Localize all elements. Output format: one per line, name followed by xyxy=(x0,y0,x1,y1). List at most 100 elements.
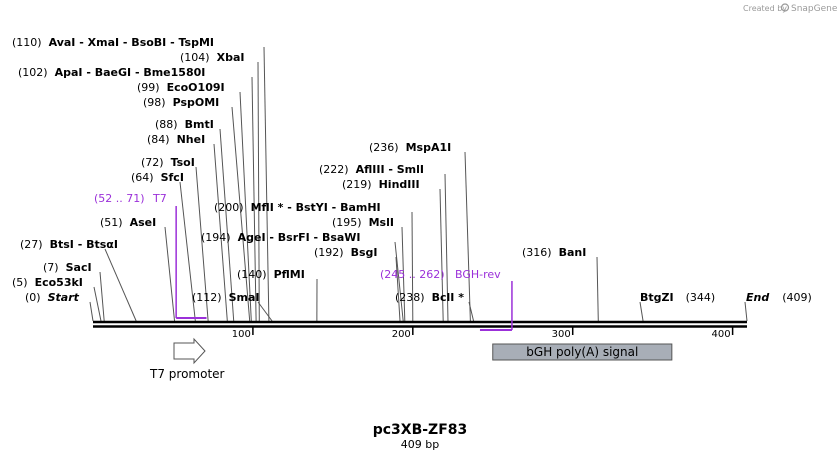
site-pos: (194) xyxy=(201,231,231,244)
site-name: SfcI xyxy=(161,171,184,184)
site-name: BmtI xyxy=(185,118,214,131)
site-pos: (99) xyxy=(137,81,160,94)
site-hindiii[interactable]: (219) HindIII xyxy=(342,178,420,191)
site-eco53ki[interactable]: (5) Eco53kI xyxy=(12,276,83,289)
leader-btgzi xyxy=(639,301,644,322)
bgh-polya-box xyxy=(492,343,673,361)
primer-t7-range: (52 .. 71) xyxy=(94,192,145,205)
feature-t7-promoter-label: T7 promoter xyxy=(149,367,225,381)
leader-ava-xma-bso-tsp xyxy=(263,46,270,322)
dna-backbone xyxy=(93,320,747,328)
credit-text: Created by xyxy=(743,4,787,13)
leader-xbai xyxy=(257,61,260,322)
site-bsgi[interactable]: (192) BsgI xyxy=(314,246,378,259)
site-pos: (84) xyxy=(147,133,170,146)
site-name: AflIII - SmlI xyxy=(356,163,424,176)
site-name: PspOMI xyxy=(173,96,220,109)
site-eco0109i[interactable]: (99) EcoO109I xyxy=(137,81,225,94)
leader-eco0109i xyxy=(239,91,252,322)
site-pos: (110) xyxy=(12,36,42,49)
ruler-tick-label: 300 xyxy=(552,329,571,340)
site-pos: (238) xyxy=(395,291,425,304)
primer-t7-label: T7 xyxy=(152,192,167,205)
site-pflmi[interactable]: (140) PflMI xyxy=(237,268,305,281)
site-pos: (219) xyxy=(342,178,372,191)
leader-asei xyxy=(164,226,176,322)
site-apa-baegi-bme[interactable]: (102) ApaI - BaeGI - Bme1580I xyxy=(18,66,205,79)
site-ava-xma-bso-tsp[interactable]: (110) AvaI - XmaI - BsoBI - TspMI xyxy=(12,36,214,49)
site-bcli[interactable]: (238) BclI * xyxy=(395,291,464,304)
brand-text: SnapGene xyxy=(791,4,838,14)
site-end[interactable]: End (409) xyxy=(746,291,812,304)
primer-bgh-rev-range: (245 .. 262) xyxy=(380,268,445,281)
site-mfli-bstyi-bamhi[interactable]: (200) MflI * - BstYI - BamHI xyxy=(214,201,381,214)
leader-mspa1i xyxy=(464,151,471,322)
site-bmti[interactable]: (88) BmtI xyxy=(155,118,214,131)
map-title: pc3XB-ZF83 xyxy=(373,422,468,438)
site-name: ApaI - BaeGI - Bme1580I xyxy=(55,66,206,79)
site-pos: (316) xyxy=(522,246,552,259)
site-name: BtgZI xyxy=(640,291,674,304)
site-name: XbaI xyxy=(217,51,245,64)
leader-end xyxy=(744,301,748,322)
site-saci[interactable]: (7) SacI xyxy=(43,261,92,274)
site-pspomi[interactable]: (98) PspOMI xyxy=(143,96,219,109)
site-name: Start xyxy=(48,291,80,304)
site-pos: (51) xyxy=(100,216,123,229)
leader-smai xyxy=(257,301,273,322)
leader-bmti xyxy=(219,128,235,322)
site-pos: (112) xyxy=(192,291,222,304)
primer-bgh-rev[interactable]: (245 .. 262) BGH-rev xyxy=(380,268,513,331)
site-sfci[interactable]: (64) SfcI xyxy=(131,171,184,184)
site-pos: (222) xyxy=(319,163,349,176)
feature-bgh-polya[interactable]: bGH poly(A) signal xyxy=(492,343,673,361)
leader-eco53ki xyxy=(93,286,102,322)
site-pos: (409) xyxy=(782,291,812,304)
site-btsi-btsgi[interactable]: (27) BtsI - BtsαI xyxy=(20,238,118,251)
site-pos: (200) xyxy=(214,201,244,214)
ruler-tick-label: 100 xyxy=(232,329,251,340)
site-name: AgeI - BsrFI - BsaWI xyxy=(238,231,361,244)
site-smai[interactable]: (112) SmaI xyxy=(192,291,260,304)
leader-apa-baegi-bme xyxy=(251,76,257,322)
site-pos: (27) xyxy=(20,238,43,251)
site-mspa1i[interactable]: (236) MspA1I xyxy=(369,141,451,154)
site-leader-lines xyxy=(89,46,748,322)
leader-sfci xyxy=(179,181,196,322)
snapgene-logo-icon xyxy=(780,3,790,12)
site-pos: (88) xyxy=(155,118,178,131)
site-pos: (344) xyxy=(686,291,716,304)
ruler-tick-label: 200 xyxy=(392,329,411,340)
site-pos: (236) xyxy=(369,141,399,154)
site-bani[interactable]: (316) BanI xyxy=(522,246,586,259)
ruler-ticks: 100 200 300 400 xyxy=(232,327,734,340)
feature-t7-promoter[interactable]: T7 promoter xyxy=(149,337,225,381)
ruler-tick-label: 400 xyxy=(712,329,731,340)
site-btgzi[interactable]: BtgZI (344) xyxy=(640,291,715,304)
site-pos: (195) xyxy=(332,216,362,229)
site-pos: (64) xyxy=(131,171,154,184)
site-tsoi[interactable]: (72) TsoI xyxy=(141,156,195,169)
leader-pspomi xyxy=(231,106,251,322)
site-pos: (0) xyxy=(25,291,41,304)
site-agei-bsrfi-bsawi[interactable]: (194) AgeI - BsrFI - BsaWI xyxy=(201,231,361,244)
site-start[interactable]: (0) Start xyxy=(25,291,80,304)
site-afliii-smli[interactable]: (222) AflIII - SmlI xyxy=(319,163,424,176)
site-pos: (140) xyxy=(237,268,267,281)
leader-hindiii xyxy=(439,188,444,322)
site-asei[interactable]: (51) AseI xyxy=(100,216,156,229)
site-pos: (102) xyxy=(18,66,48,79)
site-msli[interactable]: (195) MslI xyxy=(332,216,394,229)
site-nhei[interactable]: (84) NheI xyxy=(147,133,205,146)
site-name: EcoO109I xyxy=(167,81,225,94)
site-xbai[interactable]: (104) XbaI xyxy=(180,51,244,64)
site-pos: (192) xyxy=(314,246,344,259)
site-name: AseI xyxy=(130,216,157,229)
site-name: BsgI xyxy=(351,246,378,259)
site-name: MflI * - BstYI - BamHI xyxy=(251,201,381,214)
leader-tsoi xyxy=(195,166,209,322)
primer-t7[interactable]: (52 .. 71) T7 xyxy=(94,192,207,319)
site-pos: (5) xyxy=(12,276,28,289)
leader-nhei xyxy=(213,143,228,322)
leader-msli xyxy=(401,226,406,322)
